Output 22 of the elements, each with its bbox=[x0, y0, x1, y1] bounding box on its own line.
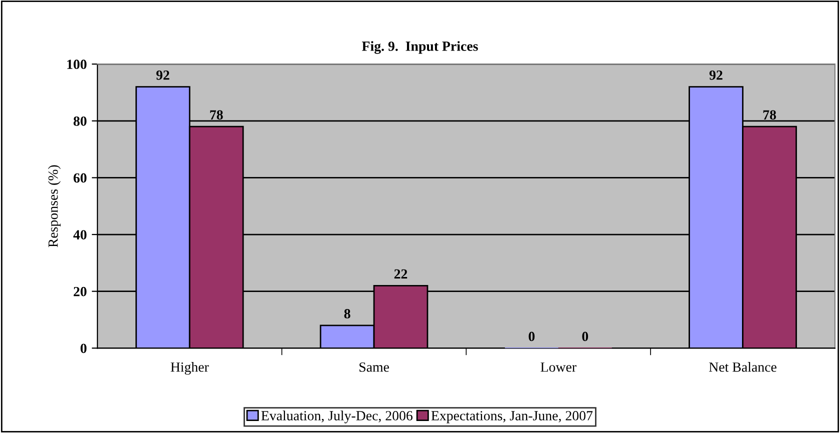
x-tick-label: Higher bbox=[170, 362, 209, 375]
data-label: 78 bbox=[763, 110, 776, 120]
legend-label: Evaluation, July-Dec, 2006 bbox=[261, 410, 412, 424]
y-tick-label: 100 bbox=[67, 60, 86, 70]
y-tick-label: 0 bbox=[80, 344, 86, 354]
y-tick-label: 60 bbox=[74, 173, 86, 183]
y-tick-label: 80 bbox=[74, 116, 86, 126]
data-label: 22 bbox=[394, 269, 408, 279]
data-label: 78 bbox=[210, 110, 223, 120]
x-tick-label: Same bbox=[360, 362, 389, 372]
data-label: 0 bbox=[582, 332, 588, 342]
data-label: 92 bbox=[156, 70, 170, 80]
y-axis-title: Responses (%) bbox=[48, 165, 61, 248]
data-label: 92 bbox=[709, 70, 722, 80]
chart-title: Fig. 9. Input Prices bbox=[362, 41, 478, 54]
y-tick-label: 20 bbox=[74, 286, 86, 296]
y-tick-label: 40 bbox=[73, 230, 86, 240]
data-label: 0 bbox=[528, 332, 535, 342]
legend-label: Expectations, Jan-June, 2007 bbox=[431, 411, 593, 424]
data-label: 8 bbox=[344, 309, 350, 318]
x-tick-label: Lower bbox=[540, 362, 576, 372]
x-tick-label: Net Balance bbox=[709, 362, 776, 372]
